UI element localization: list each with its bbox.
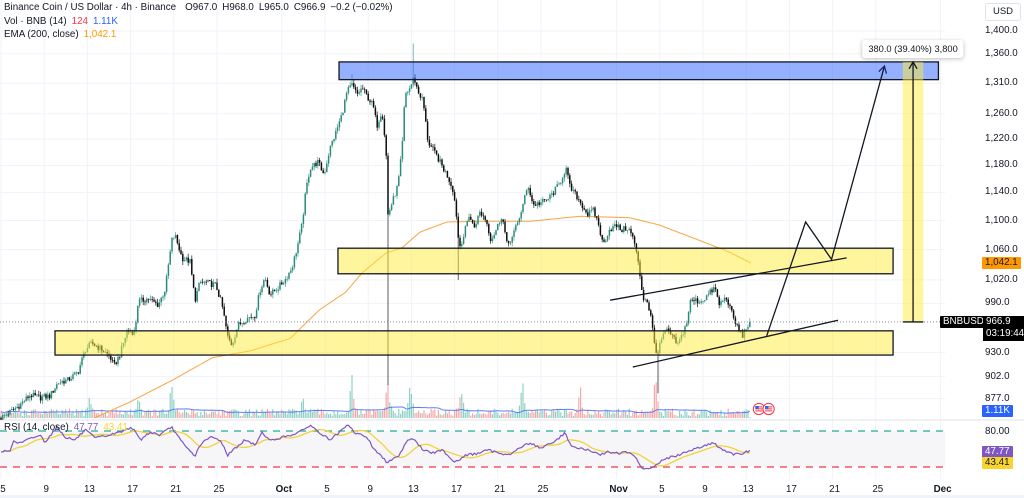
low-label: L — [258, 2, 265, 13]
open-number: 967.0 — [192, 2, 218, 13]
price-axis-label: 1,180.0 — [985, 159, 1018, 171]
price-axis-label: 930.0 — [985, 346, 1010, 358]
time-axis-label: 9 — [702, 484, 708, 495]
support-zone-yellow[interactable] — [54, 330, 894, 356]
price-axis-label: 1,060.0 — [985, 243, 1018, 255]
symbol-badge: BNBUSD — [940, 316, 987, 328]
time-axis-label: 5 — [324, 484, 330, 495]
projection-path[interactable] — [766, 65, 886, 336]
ema-value: 1,042.1 — [83, 29, 117, 40]
close-value: C 966.9 — [294, 1, 326, 15]
bar-countdown: 03:19:44 — [986, 328, 1024, 339]
time-axis-label: 13 — [83, 484, 95, 495]
last-price-value: 966.9 — [986, 316, 1011, 327]
low-number: 965.0 — [264, 2, 289, 13]
ema-price-badge: 1,042.1 — [982, 257, 1021, 270]
high-number: 968.0 — [229, 2, 254, 13]
time-axis-label: 9 — [367, 484, 373, 495]
time-axis-label: 13 — [407, 484, 419, 495]
resistance-zone-yellow[interactable] — [337, 247, 894, 275]
time-axis-label: 17 — [451, 484, 463, 495]
open-label: O — [185, 2, 193, 13]
time-axis[interactable] — [0, 479, 1024, 498]
time-axis-label: 25 — [213, 484, 225, 495]
time-axis-label: 25 — [872, 484, 884, 495]
projection-arrow-head-icon — [878, 64, 888, 74]
price-range-measure-label[interactable]: 380.0 (39.40%) 3,800 — [862, 39, 964, 58]
high-label: H — [222, 2, 230, 13]
currency-selector[interactable]: USD — [985, 3, 1021, 21]
ema-indicator-label: EMA (200, close) — [4, 29, 79, 40]
rsi-ma-value: 43.41 — [103, 422, 128, 433]
price-axis-label: 1,310.0 — [985, 77, 1018, 89]
price-axis-label: 877.0 — [985, 392, 1010, 404]
time-axis-label: 5 — [0, 484, 6, 495]
price-axis-label: 1,220.0 — [985, 133, 1018, 145]
price-axis-label: 990.0 — [985, 297, 1010, 309]
rsi-value-badge: 47.77 — [982, 446, 1013, 458]
close-number: 966.9 — [300, 2, 326, 13]
time-axis-label: Oct — [275, 484, 292, 495]
target-zone-blue[interactable] — [338, 61, 940, 81]
volume-ma-value: 1.11K — [92, 15, 118, 27]
open-value: O 967.0 — [185, 1, 217, 15]
rsi-line[interactable] — [0, 424, 751, 470]
time-axis-label: 17 — [127, 484, 139, 495]
us-flag-icon[interactable] — [762, 402, 775, 416]
time-axis-label: 21 — [829, 484, 841, 495]
volume-ma-line — [0, 406, 751, 414]
price-axis-label: 1,360.0 — [985, 47, 1018, 59]
volume-bars — [0, 375, 751, 418]
price-axis-label: 1,100.0 — [985, 214, 1018, 226]
price-axis-label: 1,260.0 — [985, 107, 1018, 119]
last-price-badge: 966.9 03:19:44 — [983, 316, 1024, 341]
time-axis-label: Nov — [609, 484, 628, 495]
symbol-title: Binance Coin / US Dollar · 4h · Binance — [4, 2, 177, 13]
time-axis-label: 13 — [742, 484, 754, 495]
high-value: H 968.0 — [222, 1, 254, 15]
price-axis-label: 1,400.0 — [985, 25, 1018, 36]
price-axis-label: 902.0 — [985, 370, 1010, 382]
price-axis-label: 1,020.0 — [985, 273, 1018, 285]
volume-ma-badge: 1.11K — [982, 405, 1013, 417]
ema-200-line[interactable] — [94, 215, 752, 419]
price-change: −0.2 (−0.02%) — [330, 2, 393, 13]
rsi-ma-badge: 43.41 — [982, 457, 1013, 469]
measure-arrow-head-icon — [908, 60, 918, 70]
rsi-indicator-label: RSI (14, close) — [4, 422, 69, 433]
volume-indicator-label: Vol · BNB (14) — [4, 15, 67, 27]
economic-events[interactable] — [752, 402, 775, 416]
volume-legend-row[interactable]: Vol · BNB (14) 124 1.11K — [4, 15, 393, 29]
low-value: L 965.0 — [259, 1, 289, 15]
rsi-ma-line — [0, 428, 750, 467]
symbol-legend-row[interactable]: Binance Coin / US Dollar · 4h · Binance … — [4, 1, 393, 15]
rsi-axis-label: 80.00 — [985, 426, 1010, 437]
chart-canvas[interactable] — [0, 0, 1024, 480]
drawings[interactable] — [54, 60, 940, 368]
time-axis-label: 5 — [659, 484, 665, 495]
time-axis-label: 21 — [494, 484, 506, 495]
ema-legend-row[interactable]: EMA (200, close) 1,042.1 — [4, 28, 393, 42]
rsi-legend-row[interactable]: RSI (14, close) 47.77 43.41 — [4, 422, 128, 434]
close-label: C — [293, 2, 301, 13]
price-axis-label: 1,140.0 — [985, 186, 1018, 198]
time-axis-label: Dec — [933, 484, 952, 495]
time-axis-bottom-strip — [0, 495, 1024, 498]
rsi-band-background — [0, 431, 945, 467]
time-axis-label: 17 — [785, 484, 797, 495]
lower-trendline[interactable] — [632, 319, 839, 368]
main-legend: Binance Coin / US Dollar · 4h · Binance … — [4, 1, 393, 42]
upper-trendline[interactable] — [610, 257, 847, 301]
rsi-value: 47.77 — [73, 422, 99, 433]
time-axis-label: 21 — [170, 484, 182, 495]
volume-value: 124 — [71, 15, 88, 27]
time-axis-label: 25 — [537, 484, 549, 495]
time-axis-label: 9 — [43, 484, 49, 495]
